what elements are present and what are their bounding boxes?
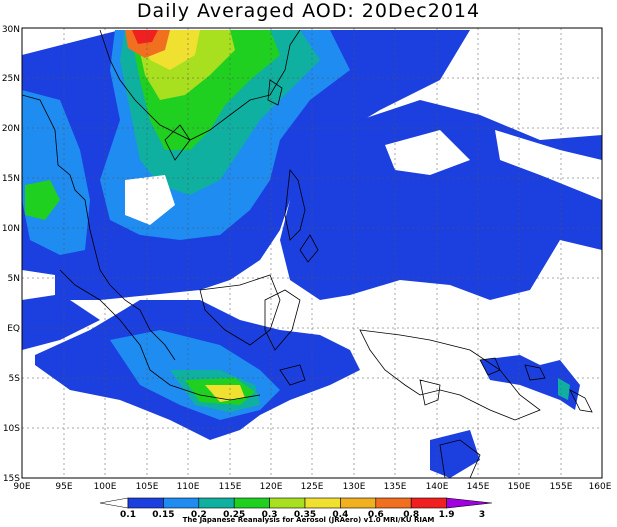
lat-label: 5N [8,274,20,284]
lon-label: 125E [301,482,324,492]
lat-label: 10S [3,424,20,434]
lat-label: 15N [2,174,20,184]
lat-label: EQ [7,324,20,334]
colorbar-label: 0.8 [403,510,419,520]
map-frame [21,27,603,479]
lat-label: 30N [2,25,20,35]
aod-region-red [132,30,158,44]
colorbar-swatch [163,497,200,509]
lon-label: 160E [589,482,612,492]
aod-hole-1 [125,175,175,225]
colorbar-label: 0.6 [368,510,384,520]
lon-label: 150E [508,482,531,492]
lon-label: 135E [384,482,407,492]
gridlines [22,28,602,478]
colorbar-label: 0.25 [223,510,245,520]
lon-label: 140E [426,482,449,492]
colorbar-swatch [269,497,306,509]
colorbar-swatch [446,497,493,509]
colorbar-label: 0.2 [191,510,207,520]
aod-field [22,30,602,478]
aod-region-yellow-south [205,385,245,402]
colorbar-label: 1.9 [439,510,455,520]
aod-region-south-patch [430,430,480,478]
aod-hole-2 [385,130,470,175]
lat-label: 20N [2,124,20,134]
colorbar-swatch [375,497,412,509]
lon-label: 115E [219,482,242,492]
colorbar-label: 0.3 [262,510,278,520]
lon-label: 145E [467,482,490,492]
lat-labels: 30N 25N 20N 15N 10N 5N EQ 5S 10S 15S [2,25,20,484]
lon-labels: 90E 95E 100E 105E 110E 115E 120E 125E 13… [13,482,611,492]
colorbar-swatch [340,497,377,509]
lon-label: 90E [13,482,30,492]
colorbar-label: 0.35 [294,510,316,520]
map-title: Daily Averaged AOD: 20Dec2014 [136,0,481,22]
aod-region-east-patch [480,355,580,410]
lon-label: 110E [177,482,200,492]
colorbar-swatch [198,497,235,509]
lon-label: 105E [136,482,159,492]
colorbar-low-arrow [99,497,129,509]
colorbar-swatch [410,497,447,509]
lat-label: 15S [3,474,20,484]
colorbar-label: 3 [479,510,485,520]
lon-label: 95E [55,482,72,492]
lat-label: 5S [9,374,21,384]
colorbar-label: 0.15 [152,510,174,520]
lat-label: 10N [2,224,20,234]
colorbar-label: 0.1 [120,510,136,520]
lon-label: 100E [94,482,117,492]
colorbar-label: 0.4 [332,510,348,520]
coastlines [22,29,593,478]
lat-label: 25N [2,74,20,84]
colorbar-swatch [233,497,270,509]
lon-label: 155E [550,482,573,492]
lon-label: 120E [260,482,283,492]
credit-line: The Japanese Reanalysis for Aerosol (JRA… [182,516,435,524]
colorbar-swatch [304,497,341,509]
aod-hole-4 [22,270,55,300]
aod-region-green-west [25,180,60,220]
aod-region-sw-tail [22,300,100,350]
lon-label: 130E [343,482,366,492]
colorbar-swatch [127,497,164,509]
colorbar: 0.1 0.15 0.2 0.25 0.3 0.35 0.4 0.6 0.8 1.9 3 [99,497,493,520]
aod-hole-3 [495,130,602,200]
